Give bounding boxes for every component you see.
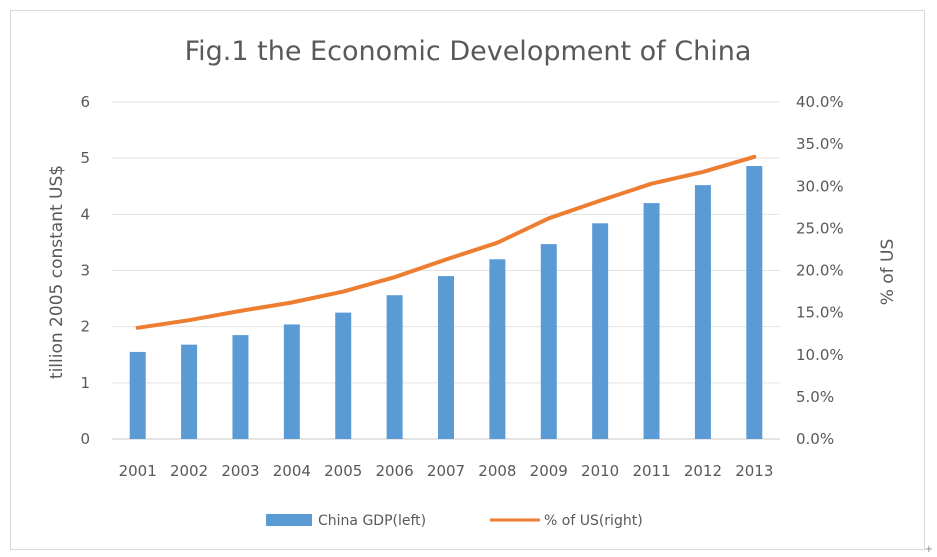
x-tick-label: 2001	[119, 462, 157, 480]
line-point-2008	[496, 242, 498, 244]
x-axis-ticks: 2001 2002 2003 2004 2005 2006 2007 2008 2009 2010…	[119, 462, 774, 480]
x-tick-label: 2006	[376, 462, 414, 480]
left-axis-ticks: 0 1 2 3 4 5 6	[80, 93, 90, 448]
legend-label-gdp: China GDP(left)	[318, 513, 426, 529]
line-point-2013	[753, 156, 755, 158]
right-tick-label: 25.0%	[796, 219, 844, 237]
left-tick-label: 0	[80, 430, 90, 448]
line-point-2003	[239, 310, 241, 312]
left-tick-label: 6	[80, 93, 90, 111]
left-tick-label: 5	[80, 149, 90, 167]
right-tick-label: 15.0%	[796, 304, 844, 322]
line-point-2011	[651, 183, 653, 185]
bar-2001	[129, 351, 146, 439]
bar-2002	[181, 344, 198, 439]
right-axis-title: % of US	[878, 239, 898, 306]
x-tick-label: 2012	[684, 462, 722, 480]
legend-label-pct: % of US(right)	[544, 513, 643, 529]
line-point-2006	[394, 276, 396, 278]
right-tick-label: 40.0%	[796, 93, 844, 111]
bar-2010	[592, 223, 609, 439]
x-tick-label: 2011	[632, 462, 670, 480]
left-tick-label: 3	[80, 262, 90, 280]
bar-2004	[283, 324, 300, 439]
x-tick-label: 2013	[735, 462, 773, 480]
bar-2006	[386, 295, 403, 439]
right-tick-label: 20.0%	[796, 262, 844, 280]
x-tick-label: 2008	[478, 462, 516, 480]
bar-2008	[489, 259, 506, 439]
right-tick-label: 35.0%	[796, 135, 844, 153]
gridlines	[112, 101, 780, 440]
line-point-2009	[548, 217, 550, 219]
line-point-2012	[702, 171, 704, 173]
line-point-2001	[137, 327, 139, 329]
bar-2013	[746, 166, 763, 439]
x-tick-label: 2005	[324, 462, 362, 480]
legend-swatch-gdp	[266, 514, 312, 526]
chart-frame	[10, 10, 925, 550]
left-axis-title: tillion 2005 constant US$	[47, 165, 67, 379]
line-point-2010	[599, 200, 601, 202]
bar-2011	[643, 203, 660, 439]
left-tick-label: 1	[80, 374, 90, 392]
x-tick-label: 2004	[273, 462, 311, 480]
line-point-2004	[291, 302, 293, 304]
legend: China GDP(left) % of US(right)	[266, 513, 643, 529]
bar-2003	[232, 335, 249, 439]
x-tick-label: 2007	[427, 462, 465, 480]
x-tick-label: 2010	[581, 462, 619, 480]
right-tick-label: 30.0%	[796, 177, 844, 195]
line-point-2002	[188, 319, 190, 321]
corner-mark: +	[924, 544, 933, 555]
line-series	[135, 154, 757, 330]
line-point-2007	[445, 259, 447, 261]
x-tick-label: 2003	[221, 462, 259, 480]
left-tick-label: 2	[80, 318, 90, 336]
bar-2005	[335, 312, 352, 439]
x-tick-label: 2002	[170, 462, 208, 480]
right-tick-label: 5.0%	[796, 388, 834, 406]
right-tick-label: 10.0%	[796, 346, 844, 364]
x-tick-label: 2009	[530, 462, 568, 480]
bar-series	[129, 166, 763, 439]
bar-2012	[694, 185, 711, 439]
left-tick-label: 4	[80, 205, 90, 223]
bar-2007	[438, 276, 454, 439]
right-tick-label: 0.0%	[796, 430, 834, 448]
line-point-2005	[342, 291, 344, 293]
bar-2009	[540, 244, 557, 439]
chart-title: Fig.1 the Economic Development of China	[185, 36, 752, 67]
right-axis-ticks: 0.0% 5.0% 10.0% 15.0% 20.0% 25.0% 30.0% 35.0% 40…	[796, 93, 844, 448]
